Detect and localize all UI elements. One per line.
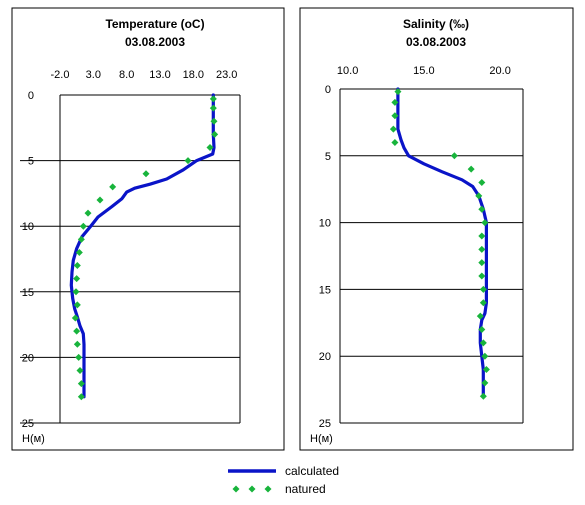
salinity-y-ticks: 0 5 10 15 20 25	[319, 84, 331, 430]
temperature-natured-point	[75, 353, 83, 361]
salinity-ylabel: H(м)	[310, 433, 333, 445]
salinity-natured-point	[481, 219, 489, 227]
salinity-natured-point	[478, 272, 486, 280]
temperature-y-tick-label: 15	[22, 287, 34, 299]
temperature-x-ticks: -2.0 3.0 8.0 13.0 18.0 23.0	[51, 69, 238, 81]
temperature-natured-point	[210, 117, 218, 125]
salinity-natured-point	[478, 259, 486, 267]
legend-natured-marker	[248, 485, 256, 493]
temperature-natured-point	[73, 340, 81, 348]
salinity-natured-point	[479, 339, 487, 347]
salinity-natured-point	[478, 205, 486, 213]
salinity-natured-point	[475, 192, 483, 200]
temperature-date: 03.08.2003	[125, 35, 185, 49]
salinity-natured-point	[389, 125, 397, 133]
temperature-x-tick-label: 13.0	[149, 69, 170, 81]
salinity-y-tick-label: 5	[325, 151, 331, 163]
temperature-natured-point	[75, 248, 83, 256]
salinity-x-tick-label: 10.0	[337, 65, 358, 77]
temperature-x-tick-label: 8.0	[119, 69, 134, 81]
salinity-natured-point	[391, 98, 399, 106]
temperature-natured-point	[184, 157, 192, 165]
legend-natured-label: natured	[285, 482, 326, 496]
temperature-ylabel: H(м)	[22, 433, 45, 445]
temperature-y-ticks: 0 5 10 15 20 25	[22, 90, 34, 430]
temperature-natured-point	[77, 393, 85, 401]
temperature-natured-point	[71, 314, 79, 322]
salinity-natured-point	[391, 112, 399, 120]
salinity-natured-point	[481, 379, 489, 387]
temperature-natured-point	[77, 380, 85, 388]
temperature-natured-point	[72, 288, 80, 296]
salinity-x-tick-label: 20.0	[489, 65, 510, 77]
salinity-natured-point	[450, 152, 458, 160]
salinity-natured-point	[478, 232, 486, 240]
temperature-plot	[69, 93, 219, 401]
salinity-natured-point	[479, 392, 487, 400]
salinity-date: 03.08.2003	[406, 35, 466, 49]
temperature-y-tick-label: 5	[28, 156, 34, 168]
salinity-natured-point	[482, 366, 490, 374]
temperature-x-tick-label: -2.0	[51, 69, 70, 81]
legend-natured-marker	[264, 485, 272, 493]
salinity-panel-frame	[299, 7, 574, 451]
salinity-x-tick-label: 15.0	[413, 65, 434, 77]
salinity-natured-point	[391, 138, 399, 146]
temperature-panel: Temperature (oC) 03.08.2003 H(м) -2.0 3.0…	[11, 7, 285, 451]
salinity-panel: Salinity (‰) 03.08.2003 H(м) 10.0 15.0 20.…	[299, 7, 574, 451]
temperature-natured-point	[77, 235, 85, 243]
temperature-natured-point	[84, 209, 92, 217]
temperature-y-tick-label: 0	[28, 90, 34, 102]
temperature-natured-point	[209, 95, 217, 103]
temperature-x-tick-label: 18.0	[183, 69, 204, 81]
temperature-natured-point	[96, 196, 104, 204]
salinity-natured-point	[467, 165, 475, 173]
salinity-y-tick-label: 15	[319, 284, 331, 296]
salinity-natured-point	[479, 299, 487, 307]
temperature-natured-point	[79, 222, 87, 230]
temperature-natured-point	[73, 275, 81, 283]
salinity-natured-point	[479, 285, 487, 293]
temperature-natured-point	[109, 183, 117, 191]
salinity-x-ticks: 10.0 15.0 20.0	[337, 65, 511, 77]
salinity-natured-point	[476, 312, 484, 320]
temperature-y-tick-label: 10	[22, 221, 34, 233]
temperature-title: Temperature (oC)	[105, 17, 204, 31]
salinity-calculated-line	[396, 87, 488, 398]
salinity-natured-point	[478, 325, 486, 333]
temperature-natured-point	[73, 262, 81, 270]
salinity-y-tick-label: 10	[319, 218, 331, 230]
temperature-y-tick-label: 20	[22, 352, 34, 364]
salinity-natured-point	[478, 179, 486, 187]
temperature-x-tick-label: 23.0	[216, 69, 237, 81]
temperature-grid	[20, 94, 241, 424]
salinity-y-tick-label: 25	[319, 418, 331, 430]
temperature-natured-point	[76, 367, 84, 375]
temperature-calculated-line	[69, 93, 216, 399]
legend: calculated natured	[228, 464, 339, 496]
temperature-natured-point	[206, 143, 214, 151]
salinity-natured-point	[478, 245, 486, 253]
temperature-natured-point	[211, 130, 219, 138]
legend-natured-swatch	[232, 485, 272, 493]
temperature-panel-frame	[11, 7, 285, 451]
salinity-y-tick-label: 20	[319, 351, 331, 363]
temperature-natured-point	[142, 170, 150, 178]
temperature-natured-point	[73, 301, 81, 309]
legend-natured-marker	[232, 485, 240, 493]
temperature-natured-point	[73, 327, 81, 335]
salinity-grid	[339, 88, 524, 424]
salinity-natured-point	[481, 352, 489, 360]
salinity-plot	[389, 87, 490, 400]
salinity-title: Salinity (‰)	[403, 17, 469, 31]
temperature-natured-point	[209, 104, 217, 112]
salinity-natured-point	[394, 88, 402, 96]
salinity-y-tick-label: 0	[325, 84, 331, 96]
temperature-x-tick-label: 3.0	[86, 69, 101, 81]
legend-calculated-label: calculated	[285, 464, 339, 478]
temperature-y-tick-label: 25	[22, 418, 34, 430]
